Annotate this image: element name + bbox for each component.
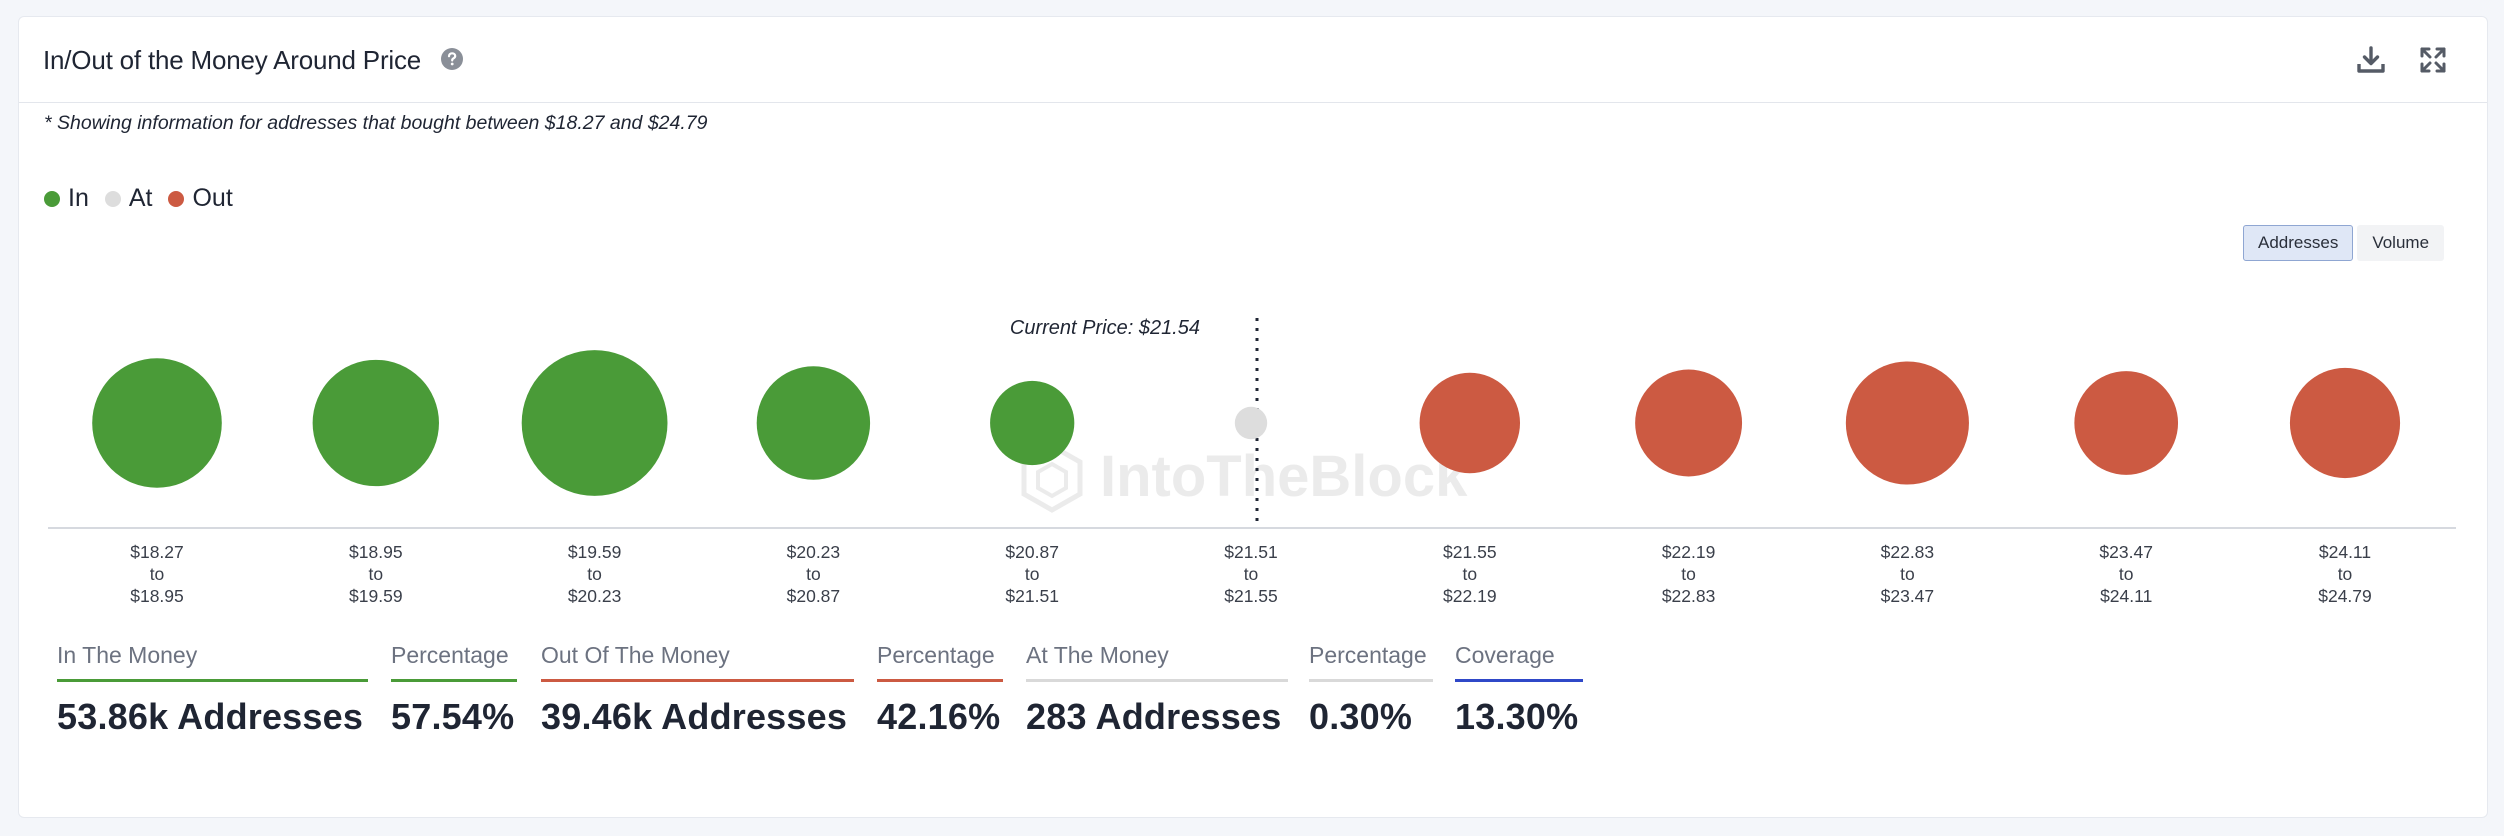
tick-label: $24.79 bbox=[2318, 586, 2372, 606]
tick-label: to bbox=[587, 564, 602, 584]
tick-label: $20.87 bbox=[1005, 542, 1059, 562]
stat-out-of-the-money-label: Out Of The Money bbox=[541, 642, 854, 682]
bubble-out[interactable] bbox=[2074, 371, 2179, 475]
legend-in-label: In bbox=[68, 184, 89, 212]
stat-out-percentage-value: 42.16% bbox=[877, 696, 1001, 737]
legend-item-in[interactable]: In bbox=[44, 184, 89, 213]
metric-toggle: Addresses Volume bbox=[2243, 225, 2445, 261]
tick-label: $24.11 bbox=[2319, 542, 2371, 562]
legend-at-label: At bbox=[128, 184, 153, 212]
watermark-text: IntoTheBlock bbox=[1100, 444, 1468, 509]
stat-at-the-money: At The Money 283 Addresses bbox=[1026, 642, 1288, 738]
stat-coverage-value: 13.30% bbox=[1455, 696, 1579, 737]
stat-coverage: Coverage 13.30% bbox=[1455, 642, 1583, 738]
stat-in-percentage-label: Percentage bbox=[391, 642, 517, 682]
stat-out-of-the-money-value: 39.46k Addresses bbox=[541, 696, 848, 737]
bubbles-group bbox=[92, 350, 2401, 496]
bubble-out[interactable] bbox=[1635, 369, 1743, 477]
bubble-out[interactable] bbox=[2289, 367, 2401, 479]
page-title: In/Out of the Money Around Price bbox=[43, 45, 422, 75]
legend-out-label: Out bbox=[192, 184, 233, 212]
volume-toggle[interactable]: Volume bbox=[2357, 225, 2445, 261]
watermark: IntoTheBlock bbox=[1021, 443, 1468, 513]
download-icon[interactable] bbox=[2354, 43, 2388, 77]
stat-out-percentage-label: Percentage bbox=[877, 642, 1003, 682]
tick-label: $20.23 bbox=[787, 542, 841, 562]
tick-label: $18.95 bbox=[130, 586, 184, 606]
bubble-out[interactable] bbox=[1845, 361, 1969, 485]
tick-label: $22.19 bbox=[1443, 586, 1497, 606]
bubble-in[interactable] bbox=[521, 350, 668, 496]
stat-in-the-money-value: 53.86k Addresses bbox=[57, 696, 364, 737]
tick-label: to bbox=[1900, 564, 1915, 584]
stat-in-percentage: Percentage 57.54% bbox=[391, 642, 517, 738]
stat-at-the-money-value: 283 Addresses bbox=[1026, 696, 1282, 737]
legend-in-dot bbox=[44, 190, 60, 207]
tick-label: $22.83 bbox=[1662, 586, 1716, 606]
stat-at-the-money-label: At The Money bbox=[1026, 642, 1288, 682]
tick-label: $23.47 bbox=[2099, 542, 2153, 562]
bubble-chart: IntoTheBlock Current Price: $21.54 $18.2… bbox=[48, 317, 2456, 606]
legend-out-dot bbox=[168, 190, 185, 207]
current-price-label: Current Price: $21.54 bbox=[1010, 317, 1200, 339]
tick-label: to bbox=[1244, 564, 1259, 584]
stat-at-percentage-value: 0.30% bbox=[1309, 696, 1413, 737]
expand-icon[interactable] bbox=[2416, 43, 2450, 77]
legend-item-at[interactable]: At bbox=[104, 184, 153, 213]
bubble-at[interactable] bbox=[1234, 406, 1268, 440]
tick-label: $20.23 bbox=[568, 586, 622, 606]
bubble-out[interactable] bbox=[1419, 372, 1521, 474]
bubble-in[interactable] bbox=[312, 359, 439, 487]
legend-item-out[interactable]: Out bbox=[168, 184, 233, 213]
tick-label: $21.51 bbox=[1005, 586, 1059, 606]
tick-label: to bbox=[368, 564, 383, 584]
tick-label: to bbox=[1462, 564, 1477, 584]
tick-label: $18.95 bbox=[349, 542, 403, 562]
help-icon[interactable] bbox=[440, 47, 464, 71]
stat-coverage-label: Coverage bbox=[1455, 642, 1583, 682]
legend: In At Out bbox=[44, 184, 249, 213]
bubble-in[interactable] bbox=[990, 380, 1075, 466]
bubble-in[interactable] bbox=[92, 358, 222, 488]
tick-label: to bbox=[2119, 564, 2134, 584]
bubble-in[interactable] bbox=[756, 366, 871, 480]
tick-label: to bbox=[1681, 564, 1696, 584]
tick-label: to bbox=[1025, 564, 1040, 584]
addresses-toggle[interactable]: Addresses bbox=[2243, 225, 2354, 261]
tick-label: $20.87 bbox=[787, 586, 841, 606]
tick-label: $23.47 bbox=[1881, 586, 1935, 606]
stat-out-percentage: Percentage 42.16% bbox=[877, 642, 1003, 738]
stat-in-the-money-label: In The Money bbox=[57, 642, 368, 682]
tick-label: $18.27 bbox=[130, 542, 184, 562]
stat-in-percentage-value: 57.54% bbox=[391, 696, 515, 737]
tick-label: $21.55 bbox=[1224, 586, 1278, 606]
tick-label: to bbox=[2338, 564, 2353, 584]
tick-label: to bbox=[150, 564, 165, 584]
tick-labels-group: $18.27to$18.95$18.95to$19.59$19.59to$20.… bbox=[130, 542, 2372, 606]
card-header: In/Out of the Money Around Price bbox=[19, 17, 2487, 103]
tick-label: $24.11 bbox=[2100, 586, 2152, 606]
range-note: * Showing information for addresses that… bbox=[44, 112, 708, 134]
stat-out-of-the-money: Out Of The Money 39.46k Addresses bbox=[541, 642, 854, 738]
stat-at-percentage-label: Percentage bbox=[1309, 642, 1433, 682]
legend-at-dot bbox=[104, 190, 121, 207]
stat-at-percentage: Percentage 0.30% bbox=[1309, 642, 1433, 738]
stat-in-the-money: In The Money 53.86k Addresses bbox=[57, 642, 368, 738]
tick-label: $19.59 bbox=[568, 542, 622, 562]
tick-label: to bbox=[806, 564, 821, 584]
tick-label: $22.83 bbox=[1881, 542, 1935, 562]
tick-label: $21.51 bbox=[1224, 542, 1278, 562]
tick-label: $21.55 bbox=[1443, 542, 1497, 562]
tick-label: $19.59 bbox=[349, 586, 403, 606]
tick-label: $22.19 bbox=[1662, 542, 1716, 562]
